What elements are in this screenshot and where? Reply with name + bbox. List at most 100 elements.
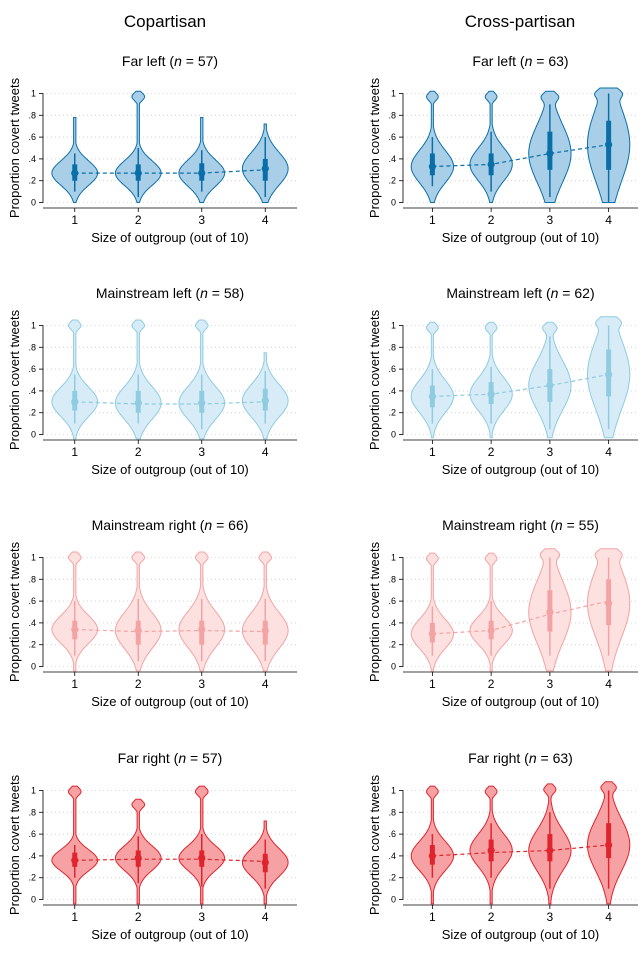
y-tick-label: .8: [388, 110, 396, 120]
median-marker-3: [546, 846, 554, 855]
y-tick-label: 0: [31, 198, 36, 208]
y-tick-label: .6: [28, 132, 36, 142]
y-tick-label: .4: [28, 618, 36, 628]
x-tick-label: 4: [262, 677, 269, 691]
median-marker-4: [261, 626, 269, 635]
y-axis-label: Proportion covert tweets: [367, 77, 382, 218]
mean-trend-line: [74, 401, 266, 405]
y-tick-label: .8: [28, 342, 36, 352]
x-tick-label: 3: [198, 213, 205, 227]
y-axis-label: Proportion covert tweets: [7, 77, 22, 218]
x-tick-label: 1: [71, 445, 78, 459]
y-tick-label: .6: [28, 829, 36, 839]
x-tick-label: 1: [71, 677, 78, 691]
panel-title-open: (: [166, 53, 175, 69]
x-tick-label: 1: [429, 445, 436, 459]
x-tick-label: 3: [198, 445, 205, 459]
y-tick-label: .8: [28, 807, 36, 817]
x-tick-label: 1: [71, 213, 78, 227]
panel-title-n-value: = 58): [208, 285, 244, 301]
x-axis-label: Size of outgroup (out of 10): [442, 230, 600, 245]
panel-mainstream-right-copartisan: Mainstream right (n = 66) 0 .2 .4 .6 .8 1 1 2 3 4S…: [7, 517, 297, 709]
x-tick-label: 2: [135, 445, 142, 459]
median-marker-1: [428, 630, 436, 638]
panel-title-open: (: [196, 517, 205, 533]
x-tick-label: 1: [429, 677, 436, 691]
x-tick-label: 2: [488, 445, 495, 459]
panel-title-open: (: [516, 53, 525, 69]
panel-title-n-symbol: n: [551, 285, 559, 301]
y-tick-label: .8: [28, 110, 36, 120]
y-tick-label: 0: [391, 895, 396, 905]
y-axis-label: Proportion covert tweets: [7, 309, 22, 450]
x-tick-label: 1: [429, 910, 436, 924]
y-tick-label: 1: [391, 552, 396, 562]
y-axis-label: Proportion covert tweets: [367, 541, 382, 682]
y-tick-label: .2: [28, 873, 36, 883]
panel-title: Mainstream left (n = 58): [96, 285, 244, 301]
y-tick-label: 1: [391, 785, 396, 795]
y-tick-label: 0: [31, 662, 36, 672]
panel-title-n-symbol: n: [178, 750, 186, 766]
panel-title-n-symbol: n: [529, 750, 537, 766]
iqr-box-4: [606, 823, 612, 859]
y-tick-label: .4: [28, 154, 36, 164]
panel-title-n-value: = 66): [212, 517, 248, 533]
panel-title-n-value: = 57): [186, 750, 222, 766]
y-axis-label: Proportion covert tweets: [7, 541, 22, 682]
panel-far-left-cross-partisan: Far left (n = 63) 0 .2 .4 .6 .8 1 1 2 3 4 Size of o…: [367, 53, 638, 245]
y-tick-label: .2: [28, 176, 36, 186]
y-tick-label: 0: [31, 895, 36, 905]
panel-far-left-copartisan: Far left (n = 57) 0 .2 .4 .6 .8 1 1 2 3 4 Size of o…: [7, 53, 297, 245]
x-tick-label: 4: [605, 677, 612, 691]
x-tick-label: 2: [135, 677, 142, 691]
x-tick-label: 2: [135, 213, 142, 227]
y-tick-label: .4: [388, 851, 396, 861]
mean-trend-line: [432, 844, 609, 857]
panel-title-group: Far left: [122, 53, 166, 69]
median-marker-1: [428, 392, 436, 400]
y-tick-label: .6: [388, 364, 396, 374]
panel-mainstream-right-cross-partisan: Mainstream right (n = 55) 0 .2 .4 .6 .8 1 1 2 3 4S…: [367, 517, 638, 709]
panel-title-group: Mainstream right: [442, 517, 546, 533]
panel-title-open: (: [546, 517, 555, 533]
y-tick-label: .6: [388, 132, 396, 142]
median-marker-2: [134, 399, 142, 407]
panel-title-n-value: = 63): [532, 53, 568, 69]
mean-trend-line: [432, 144, 609, 168]
y-tick-label: .2: [388, 408, 396, 418]
panel-title-n-value: = 62): [558, 285, 594, 301]
median-marker-1: [71, 625, 79, 634]
panel-title-n-symbol: n: [174, 53, 182, 69]
x-tick-label: 3: [547, 677, 554, 691]
y-tick-label: 1: [391, 88, 396, 98]
y-tick-label: .8: [388, 574, 396, 584]
median-marker-1: [71, 856, 79, 864]
median-marker-3: [546, 381, 554, 390]
y-tick-label: .6: [388, 596, 396, 606]
y-tick-label: .4: [388, 386, 396, 396]
x-axis-label: Size of outgroup (out of 10): [442, 927, 600, 942]
median-marker-1: [71, 169, 79, 177]
x-tick-label: 3: [198, 677, 205, 691]
panel-title: Far right (n = 57): [118, 750, 223, 766]
y-axis-label: Proportion covert tweets: [367, 774, 382, 915]
y-tick-label: .2: [28, 640, 36, 650]
x-axis-label: Size of outgroup (out of 10): [91, 927, 249, 942]
panel-title-group: Far right: [118, 750, 170, 766]
median-marker-4: [261, 397, 269, 405]
panel-title-open: (: [192, 285, 201, 301]
y-tick-label: .6: [28, 364, 36, 374]
y-tick-label: .4: [28, 386, 36, 396]
x-tick-label: 4: [605, 445, 612, 459]
panel-mainstream-left-cross-partisan: Mainstream left (n = 62) 0 .2 .4 .6 .8 1 1 2 3 4 Si…: [367, 285, 638, 477]
y-tick-label: 1: [31, 785, 36, 795]
panel-title-group: Mainstream right: [92, 517, 196, 533]
x-tick-label: 3: [547, 213, 554, 227]
panel-title-n-symbol: n: [555, 517, 563, 533]
x-tick-label: 3: [198, 910, 205, 924]
median-marker-4: [605, 599, 613, 607]
y-tick-label: .8: [388, 342, 396, 352]
x-tick-label: 4: [605, 910, 612, 924]
median-marker-3: [198, 854, 206, 862]
